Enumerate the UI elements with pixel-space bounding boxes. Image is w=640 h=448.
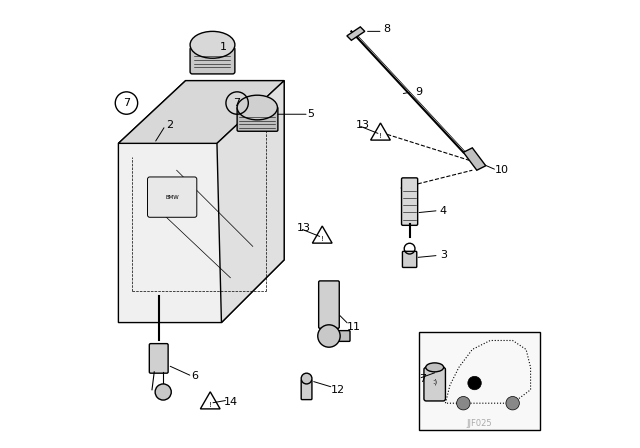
Ellipse shape bbox=[237, 95, 278, 120]
Circle shape bbox=[506, 396, 520, 410]
Text: 3: 3 bbox=[440, 250, 447, 260]
Text: BMW: BMW bbox=[165, 194, 179, 200]
Text: 2: 2 bbox=[166, 121, 173, 130]
Text: 12: 12 bbox=[331, 385, 345, 395]
Polygon shape bbox=[118, 81, 284, 143]
Text: :): :) bbox=[432, 379, 437, 385]
Text: 7: 7 bbox=[419, 374, 427, 383]
Text: 9: 9 bbox=[415, 87, 422, 97]
Circle shape bbox=[456, 396, 470, 410]
Text: 1: 1 bbox=[220, 42, 227, 52]
FancyBboxPatch shape bbox=[419, 332, 540, 430]
Circle shape bbox=[468, 376, 481, 390]
Text: 10: 10 bbox=[495, 165, 508, 175]
Circle shape bbox=[301, 373, 312, 384]
Text: JJF025: JJF025 bbox=[466, 419, 492, 428]
Text: 14: 14 bbox=[223, 397, 237, 407]
FancyBboxPatch shape bbox=[301, 380, 312, 400]
Circle shape bbox=[318, 325, 340, 347]
FancyBboxPatch shape bbox=[403, 251, 417, 267]
Text: 4: 4 bbox=[440, 206, 447, 215]
Ellipse shape bbox=[190, 31, 235, 58]
Text: 7: 7 bbox=[123, 98, 130, 108]
Text: !: ! bbox=[209, 401, 212, 408]
Text: 5: 5 bbox=[308, 109, 314, 119]
Text: 8: 8 bbox=[383, 24, 391, 34]
Ellipse shape bbox=[426, 363, 444, 372]
FancyBboxPatch shape bbox=[148, 177, 197, 217]
Text: 11: 11 bbox=[347, 322, 360, 332]
Text: !: ! bbox=[321, 236, 324, 242]
Polygon shape bbox=[347, 27, 365, 40]
Text: 6: 6 bbox=[191, 371, 198, 381]
Polygon shape bbox=[463, 148, 486, 170]
Text: 13: 13 bbox=[356, 121, 369, 130]
FancyBboxPatch shape bbox=[335, 331, 350, 341]
FancyBboxPatch shape bbox=[237, 107, 278, 131]
Polygon shape bbox=[217, 81, 284, 323]
FancyBboxPatch shape bbox=[401, 178, 418, 225]
FancyBboxPatch shape bbox=[319, 281, 339, 328]
Text: 7: 7 bbox=[234, 98, 241, 108]
FancyBboxPatch shape bbox=[149, 344, 168, 373]
Circle shape bbox=[155, 384, 172, 400]
FancyBboxPatch shape bbox=[424, 367, 445, 401]
Polygon shape bbox=[118, 81, 284, 323]
Text: 13: 13 bbox=[298, 224, 311, 233]
Text: !: ! bbox=[379, 133, 382, 139]
FancyBboxPatch shape bbox=[190, 47, 235, 74]
